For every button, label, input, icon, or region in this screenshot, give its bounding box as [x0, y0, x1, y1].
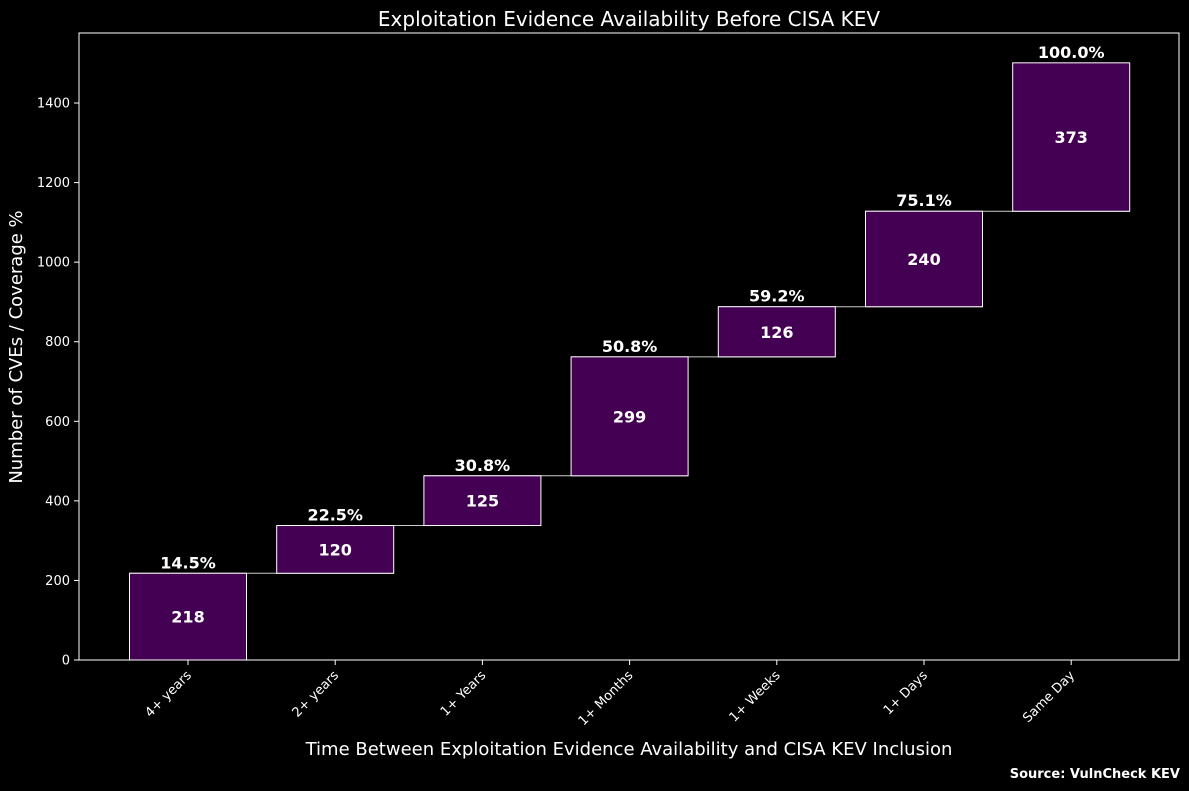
y-tick-label-6: 1200 [37, 176, 70, 191]
coverage-label-0: 14.5% [160, 553, 216, 572]
bar-value-label-1: 120 [318, 540, 351, 559]
bar-1 [276, 525, 395, 574]
y-axis: 0 200 400 600 800 1000 1200 1400 [37, 97, 79, 669]
bar-3 [570, 356, 689, 477]
bar-4 [717, 306, 836, 358]
bar-6 [1012, 62, 1131, 212]
bar-value-label-5: 240 [907, 250, 940, 269]
x-axis-label: Time Between Exploitation Evidence Avail… [305, 739, 953, 760]
plot-frame [78, 32, 1180, 661]
bars-group [129, 62, 1131, 661]
y-tick-label-2: 400 [45, 494, 70, 509]
y-tick-label-1: 200 [45, 574, 70, 589]
x-tick-label-6: Same Day [1020, 668, 1078, 726]
x-tick-label-4: 1+ Weeks [727, 668, 784, 725]
x-tick-label-0: 4+ years [142, 668, 195, 721]
x-tick-label-5: 1+ Days [881, 668, 931, 718]
bar-value-label-2: 125 [466, 492, 499, 511]
bar-value-label-0: 218 [171, 608, 204, 627]
source-note: Source: VulnCheck KEV [1009, 767, 1180, 782]
y-tick-label-3: 600 [45, 415, 70, 430]
value-labels: 218 120 125 299 126 240 373 [171, 128, 1088, 627]
x-tick-label-1: 2+ years [290, 668, 343, 721]
coverage-labels: 14.5% 22.5% 30.8% 50.8% 59.2% 75.1% 100.0% [160, 43, 1104, 572]
bar-value-label-6: 373 [1054, 128, 1087, 147]
bar-2 [423, 475, 542, 527]
coverage-label-1: 22.5% [307, 506, 363, 525]
x-axis: 4+ years 2+ years 1+ Years 1+ Months 1+ Week… [142, 660, 1078, 729]
coverage-label-6: 100.0% [1038, 43, 1105, 62]
coverage-label-2: 30.8% [455, 456, 511, 475]
bar-value-label-4: 126 [760, 323, 793, 342]
bar-5 [865, 210, 983, 308]
coverage-label-4: 59.2% [749, 287, 805, 306]
y-tick-label-5: 1000 [37, 256, 70, 271]
coverage-label-3: 50.8% [602, 337, 658, 356]
y-tick-label-4: 800 [45, 335, 70, 350]
y-tick-label-7: 1400 [37, 97, 70, 112]
y-tick-label-0: 0 [62, 654, 70, 669]
bar-value-label-3: 299 [613, 407, 646, 426]
x-tick-label-3: 1+ Months [576, 668, 637, 729]
coverage-label-5: 75.1% [896, 191, 952, 210]
x-tick-label-2: 1+ Years [438, 668, 489, 719]
chart-title: Exploitation Evidence Availability Befor… [378, 7, 880, 31]
y-axis-label: Number of CVEs / Coverage % [6, 210, 27, 483]
